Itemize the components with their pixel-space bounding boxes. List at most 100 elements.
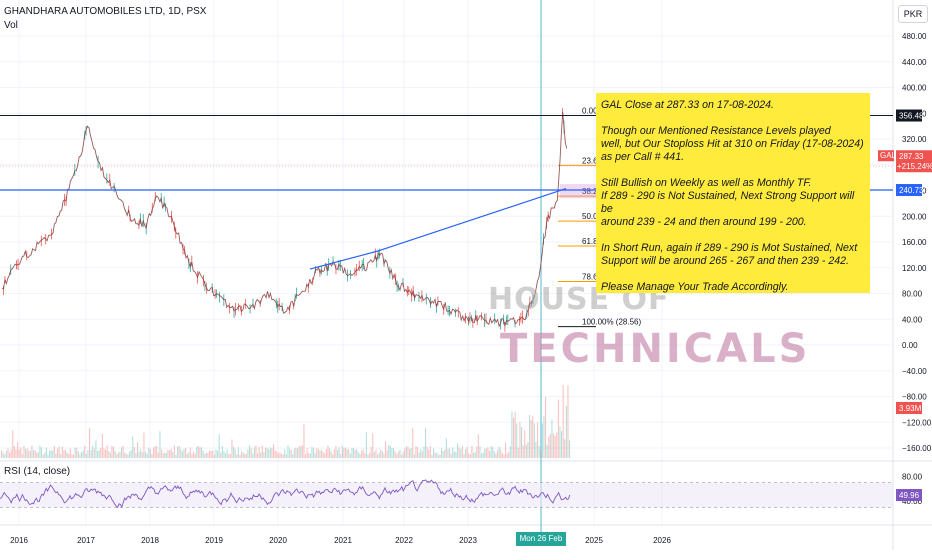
volume-bar	[130, 450, 132, 458]
volume-bar	[537, 422, 539, 458]
volume-bar	[461, 446, 463, 458]
volume-bar	[228, 454, 230, 458]
volume-bar	[306, 448, 308, 458]
volume-bar	[458, 447, 460, 458]
volume-bar	[252, 453, 254, 458]
volume-bar	[444, 449, 446, 458]
volume-bar	[93, 448, 95, 458]
volume-bar	[525, 444, 527, 458]
volume-bar	[309, 453, 311, 458]
volume-bar	[530, 420, 532, 458]
volume-bar	[98, 449, 100, 458]
volume-bar	[250, 448, 252, 458]
volume-bar	[4, 454, 6, 458]
volume-bar	[213, 454, 215, 458]
volume-bar	[69, 448, 71, 458]
volume-bar	[369, 453, 371, 458]
volume-bar	[207, 452, 209, 458]
volume-bar	[500, 449, 502, 458]
volume-bar	[127, 454, 129, 458]
volume-bar	[317, 448, 319, 458]
volume-bar	[218, 434, 220, 458]
support-tag: 240.73	[899, 186, 924, 195]
volume-label[interactable]: Vol	[4, 20, 18, 31]
symbol-title[interactable]: GHANDHARA AUTOMOBILES LTD, 1D, PSX	[4, 6, 207, 17]
volume-bar	[455, 452, 457, 458]
rsi-band	[0, 482, 893, 508]
volume-bar	[20, 447, 22, 458]
volume-bar	[418, 452, 420, 458]
volume-bar	[349, 453, 351, 458]
volume-bar	[175, 454, 177, 458]
volume-bar	[337, 449, 339, 458]
volume-bar	[402, 452, 404, 458]
volume-bar	[319, 450, 321, 458]
volume-bar	[191, 454, 193, 458]
volume-bar	[449, 448, 451, 458]
volume-bar	[68, 453, 70, 458]
volume-bar	[426, 446, 428, 458]
volume-bar	[324, 453, 326, 458]
volume-bar	[346, 449, 348, 458]
volume-bar	[103, 448, 105, 458]
volume-bar	[193, 451, 195, 458]
rsi-tick-label: 80.00	[902, 472, 923, 481]
time-axis[interactable]: 2016 2017 2018 2019 2020 2021 2022 2023 2025 2026	[10, 536, 671, 545]
volume-bar	[5, 450, 7, 458]
volume-bar	[276, 451, 278, 458]
analysis-note[interactable]: GAL Close at 287.33 on 17-08-2024. Thoug…	[596, 93, 870, 293]
volume-bar	[236, 454, 238, 458]
volume-bar	[321, 449, 323, 458]
volume-bar	[519, 422, 521, 458]
volume-bar	[121, 447, 123, 458]
volume-bar	[7, 448, 9, 458]
volume-bar	[375, 449, 377, 458]
volume-bar	[389, 445, 391, 458]
change-tag: +215.24%	[897, 162, 932, 171]
volume-bar	[205, 452, 207, 458]
volume-bar	[327, 445, 329, 458]
volume-bar	[370, 447, 372, 458]
volume-bar	[481, 453, 483, 458]
rsi-tick-label: 40.00	[902, 497, 923, 506]
volume-bar	[529, 415, 531, 458]
volume-bar	[548, 436, 550, 458]
volume-bar	[322, 452, 324, 458]
volume-bar	[521, 427, 523, 458]
volume-bar	[284, 449, 286, 458]
volume-bar	[450, 453, 452, 458]
volume-bar	[365, 431, 367, 458]
volume-bar	[383, 453, 385, 458]
volume-bar	[15, 449, 17, 458]
volume-bar	[194, 453, 196, 458]
fibonacci-retracement[interactable]: 0.00% 23.60% 38.20% 50.00% 61.80% 78.60% 100.0…	[558, 107, 641, 328]
volume-bar	[482, 452, 484, 458]
volume-bar	[511, 411, 513, 458]
volume-bar	[297, 448, 299, 458]
currency-button[interactable]: PKR	[898, 5, 928, 23]
volume-bar	[132, 436, 134, 458]
volume-bar	[58, 446, 60, 458]
volume-bar	[263, 451, 265, 458]
volume-bar	[204, 453, 206, 458]
volume-bar	[162, 453, 164, 458]
volume-bar	[148, 447, 150, 458]
volume-tag: 3.93M	[899, 404, 922, 413]
volume-bars	[1, 384, 571, 458]
price-axis[interactable]: 480.00440.00400.00360.00320.00280.00240.…	[902, 32, 932, 506]
volume-bar	[167, 450, 169, 458]
rsi-label[interactable]: RSI (14, close)	[4, 466, 71, 477]
volume-bar	[420, 448, 422, 458]
volume-bar	[36, 452, 38, 458]
volume-bar	[477, 434, 479, 458]
volume-bar	[417, 447, 419, 458]
volume-bar	[245, 454, 247, 458]
volume-bar	[293, 448, 295, 458]
volume-bar	[463, 454, 465, 458]
volume-bar	[434, 452, 436, 458]
volume-bar	[101, 433, 103, 458]
volume-bar	[540, 449, 542, 458]
volume-bar	[119, 451, 121, 458]
resistance-tag-bg	[896, 109, 922, 122]
